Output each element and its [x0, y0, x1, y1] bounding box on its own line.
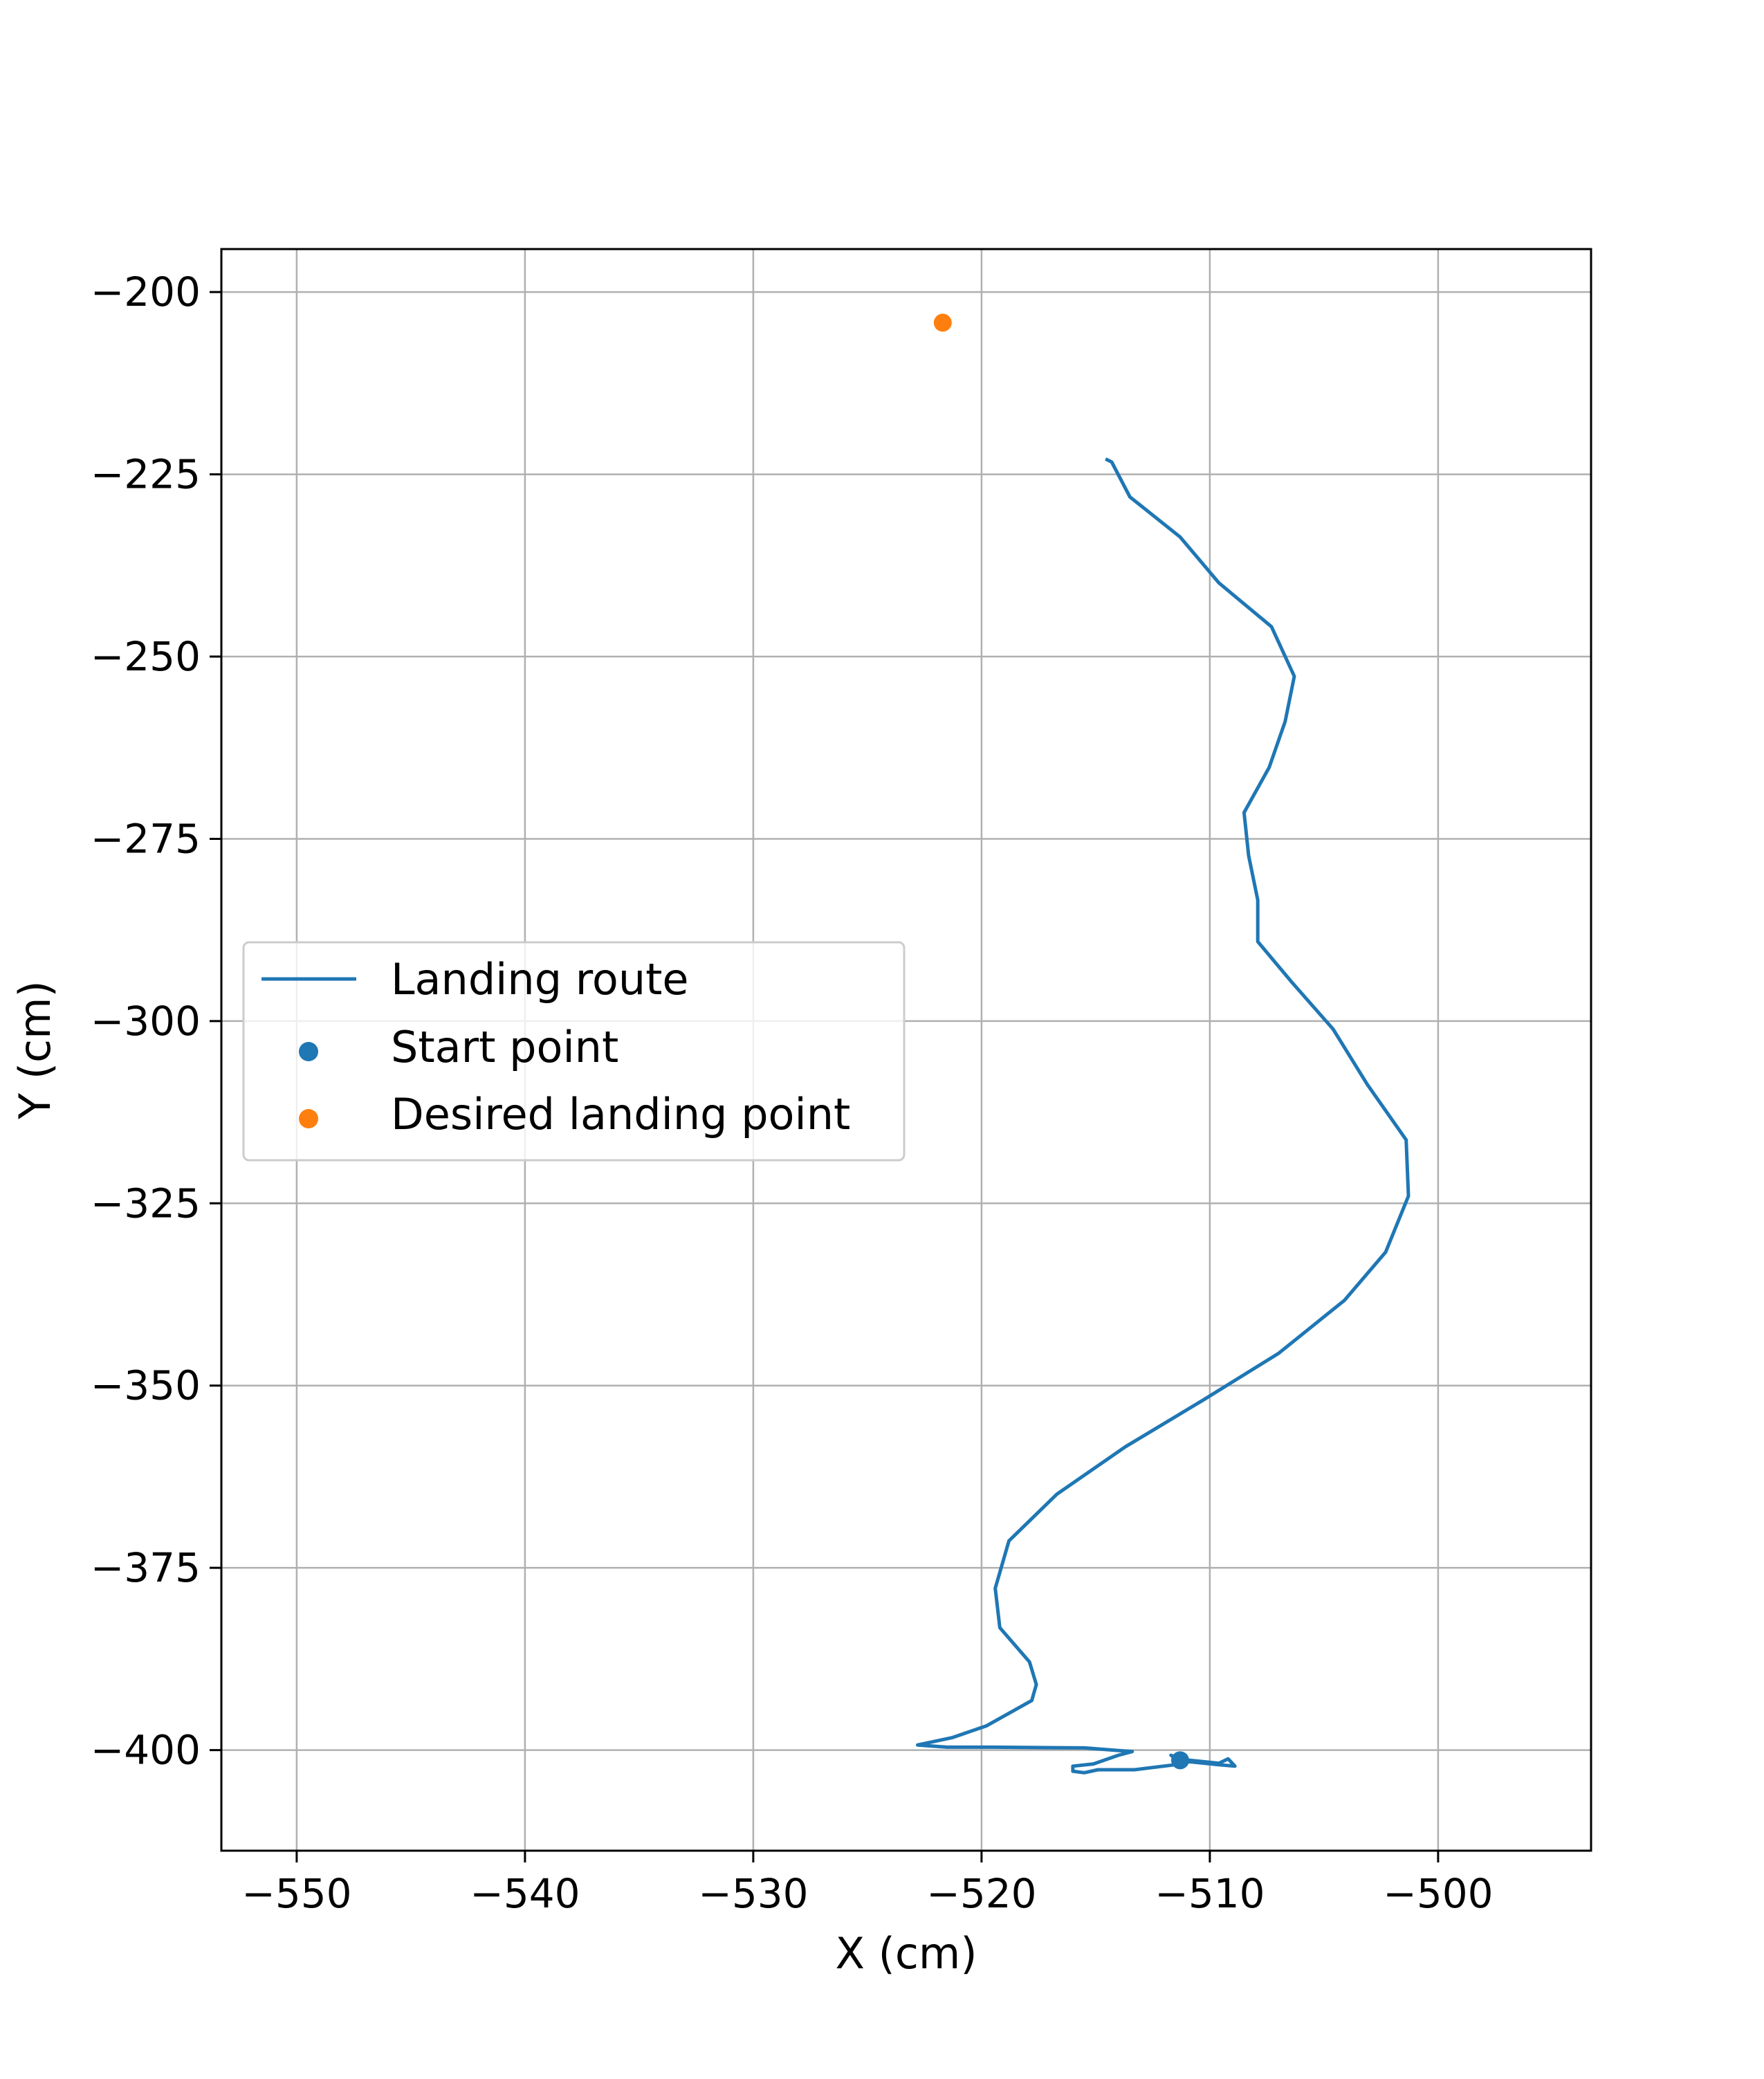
y-tick-label: −325: [91, 1180, 201, 1227]
scatter-point-start-point: [1171, 1751, 1189, 1770]
y-tick-label: −350: [91, 1362, 201, 1409]
legend-swatch-start-point: [299, 1042, 318, 1061]
legend-label-start-point: Start point: [391, 1022, 618, 1072]
plot-frame: [220, 248, 1592, 1852]
x-tick-label: −540: [470, 1870, 580, 1917]
y-axis-label: Y (cm): [10, 980, 60, 1119]
x-axis-label: X (cm): [835, 1928, 977, 1979]
y-tick-label: −275: [91, 815, 201, 862]
scatter-point-desired-landing-point: [933, 313, 952, 332]
axis-ticks: −550 −540 −530 −520 −510 −500 −200 −225 −250 −275…: [91, 268, 1494, 1917]
legend-label-landing-route: Landing route: [391, 954, 689, 1005]
x-tick-label: −530: [698, 1870, 808, 1917]
legend-label-desired-landing-point: Desired landing point: [391, 1089, 850, 1139]
series-line-landing-route: [916, 457, 1411, 1775]
y-tick-label: −250: [91, 633, 201, 680]
x-tick-label: −510: [1155, 1870, 1265, 1917]
legend: Landing route Start point Desired landin…: [242, 941, 906, 1162]
y-tick-label: −200: [91, 268, 201, 315]
legend-swatch-desired-landing-point: [299, 1109, 318, 1128]
x-tick-label: −520: [926, 1870, 1036, 1917]
y-tick-label: −300: [91, 998, 201, 1045]
y-tick-label: −400: [91, 1727, 201, 1774]
y-tick-label: −225: [91, 451, 201, 498]
x-tick-label: −550: [241, 1870, 351, 1917]
y-tick-label: −375: [91, 1544, 201, 1591]
data-layer: [916, 313, 1411, 1775]
x-tick-label: −500: [1383, 1870, 1493, 1917]
legend-box: [242, 941, 906, 1162]
